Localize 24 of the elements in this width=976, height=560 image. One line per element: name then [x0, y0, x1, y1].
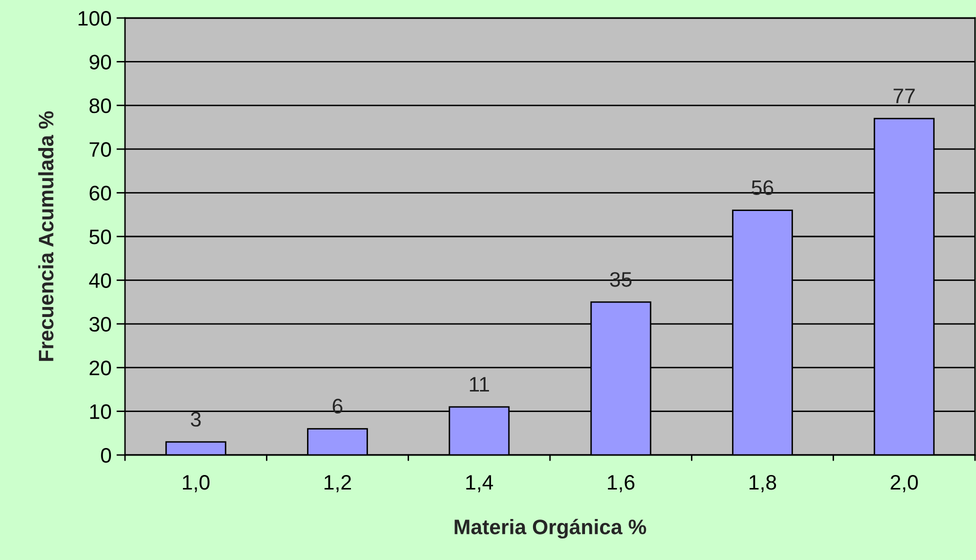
- data-label: 6: [332, 398, 342, 414]
- x-axis-title: Materia Orgánica %: [454, 518, 646, 539]
- y-tick-label: 10: [90, 404, 111, 420]
- y-tick-label: 60: [90, 186, 111, 201]
- data-label: 77: [894, 88, 915, 104]
- x-tick-label: 1,8: [750, 474, 776, 492]
- data-label: 3: [190, 412, 201, 427]
- y-tick-label: 50: [89, 230, 111, 244]
- y-tick-label: 100: [78, 11, 111, 26]
- y-tick-label: 30: [89, 316, 111, 332]
- y-tick-label: 80: [90, 98, 111, 114]
- data-label: 11: [470, 377, 489, 392]
- y-tick-label: 90: [90, 54, 111, 70]
- x-tick-label: 1,0: [182, 474, 210, 492]
- data-label: 56: [752, 180, 774, 196]
- x-tick-label: 1,6: [608, 474, 634, 492]
- y-tick-label: 0: [101, 448, 111, 463]
- y-tick-label: 40: [89, 273, 111, 288]
- x-tick-label: 1,2: [324, 474, 351, 492]
- y-axis-title: Frecuencia Acumulada %: [38, 111, 54, 361]
- y-tick-label: 20: [90, 360, 111, 376]
- x-tick-label: 2,0: [890, 474, 918, 492]
- y-tick-label: 70: [90, 142, 111, 157]
- x-tick-label: 1,4: [466, 475, 494, 492]
